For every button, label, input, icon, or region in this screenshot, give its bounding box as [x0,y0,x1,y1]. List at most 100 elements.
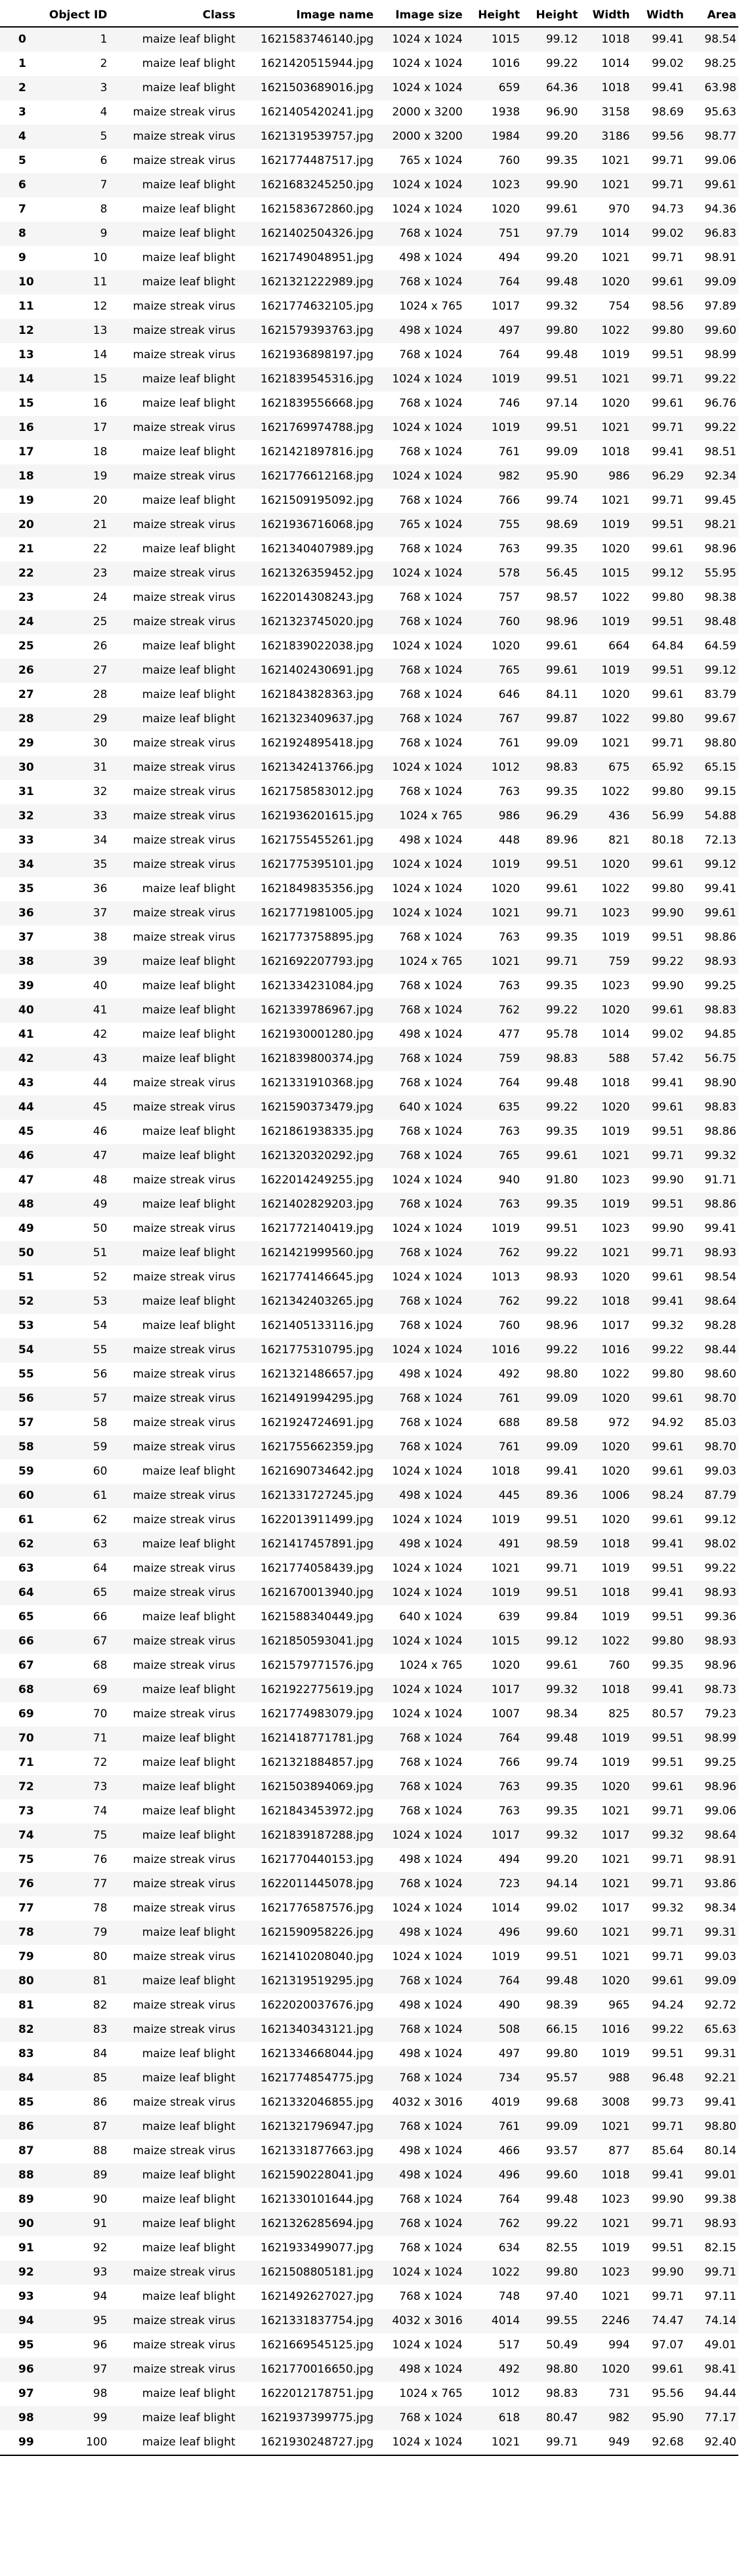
width-px-cell: 1014 [601,57,630,70]
image-size-cell: 768 x 1024 [399,2241,463,2255]
header-width-pct: Width [646,9,684,22]
height-pct-cell: 95.90 [545,470,578,483]
area-cell: 99.12 [704,858,736,871]
height-px-cell: 1007 [491,1707,520,1721]
image-size-cell: 768 x 1024 [399,397,463,410]
class-cell: maize leaf blight [142,2193,236,2206]
image-size-cell: 1024 x 1024 [392,203,463,216]
object-id-cell: 22 [93,542,108,556]
image-name-cell: 1621321796947.jpg [260,2120,374,2133]
area-cell: 99.61 [704,907,736,920]
object-id-cell: 62 [93,1513,108,1526]
row-index: 56 [18,1392,34,1405]
row-index: 41 [18,1028,34,1041]
image-size-cell: 4032 x 3016 [392,2314,463,2327]
row-index: 48 [18,1198,34,1211]
table-row: 65 66 maize leaf blight 1621588340449.jpg 64… [0,1605,738,1629]
image-name-cell: 1621330101644.jpg [260,2193,374,2206]
height-pct-cell: 99.02 [545,1902,578,1915]
width-px-cell: 1018 [601,445,630,459]
table-row: 19 20 maize leaf blight 1621509195092.jpg 76… [0,489,738,513]
image-name-cell: 1621342403265.jpg [260,1295,374,1308]
width-pct-cell: 99.61 [652,1441,684,1454]
width-pct-cell: 99.51 [652,1562,684,1575]
row-index: 19 [18,494,34,507]
area-cell: 98.70 [704,1392,736,1405]
height-pct-cell: 94.14 [545,1877,578,1891]
width-px-cell: 994 [608,2339,630,2352]
table-row: 24 25 maize streak virus 1621323745020.jpg 7… [0,610,738,634]
table-row: 47 48 maize streak virus 1622014249255.jpg 1… [0,1168,738,1193]
height-pct-cell: 99.61 [545,1149,578,1162]
height-pct-cell: 99.51 [545,1222,578,1235]
row-index: 54 [18,1343,34,1357]
table-row: 56 57 maize streak virus 1621491994295.jpg 7… [0,1387,738,1411]
width-px-cell: 1018 [601,1076,630,1090]
width-px-cell: 1021 [601,2217,630,2230]
class-cell: maize streak virus [133,809,236,823]
height-pct-cell: 99.35 [545,1780,578,1793]
object-id-cell: 8 [100,203,108,216]
height-px-cell: 1018 [491,1465,520,1478]
width-pct-cell: 65.92 [652,761,684,774]
image-name-cell: 1622011445078.jpg [260,1877,374,1891]
height-px-cell: 761 [498,737,520,750]
height-pct-cell: 99.61 [545,664,578,677]
class-cell: maize leaf blight [142,1465,236,1478]
height-pct-cell: 99.51 [545,1513,578,1526]
width-pct-cell: 99.41 [652,1076,684,1090]
image-name-cell: 1621770016650.jpg [260,2363,374,2376]
table-row: 29 30 maize streak virus 1621924895418.jpg 7… [0,731,738,756]
width-pct-cell: 99.51 [652,2047,684,2060]
height-pct-cell: 99.74 [545,494,578,507]
width-px-cell: 1021 [601,1246,630,1259]
class-cell: maize leaf blight [142,1052,236,1065]
image-size-cell: 768 x 1024 [399,445,463,459]
image-name-cell: 1621421897816.jpg [260,445,374,459]
row-index: 40 [18,1004,34,1017]
height-pct-cell: 98.34 [545,1707,578,1721]
object-id-cell: 60 [93,1465,108,1478]
area-cell: 99.31 [704,2047,736,2060]
image-name-cell: 1621321486657.jpg [260,1368,374,1381]
height-pct-cell: 99.22 [545,57,578,70]
class-cell: maize leaf blight [142,1974,236,1988]
width-px-cell: 1014 [601,1028,630,1041]
image-size-cell: 498 x 1024 [399,1999,463,2012]
row-index: 49 [18,1222,34,1235]
image-size-cell: 768 x 1024 [399,1246,463,1259]
height-px-cell: 1012 [491,2387,520,2400]
row-index: 70 [18,1732,34,1745]
height-px-cell: 1017 [491,1829,520,1842]
area-cell: 55.95 [704,567,736,580]
height-px-cell: 764 [498,1076,520,1090]
area-cell: 98.93 [704,955,736,968]
table-body: 0 1 maize leaf blight 1621583746140.jpg 1024… [0,27,738,2455]
class-cell: maize leaf blight [142,397,236,410]
width-px-cell: 1019 [601,664,630,677]
height-pct-cell: 95.57 [545,2072,578,2085]
area-cell: 82.15 [704,2241,736,2255]
height-pct-cell: 99.20 [545,1853,578,1866]
row-index: 55 [18,1368,34,1381]
object-id-cell: 30 [93,737,108,750]
object-id-cell: 36 [93,882,108,895]
area-cell: 98.96 [704,542,736,556]
image-name-cell: 1621839545316.jpg [260,373,374,386]
height-pct-cell: 99.68 [545,2096,578,2109]
area-cell: 85.03 [704,1416,736,1429]
class-cell: maize streak virus [133,2096,236,2109]
image-name-cell: 1621933499077.jpg [260,2241,374,2255]
width-px-cell: 1021 [601,737,630,750]
width-pct-cell: 99.56 [652,130,684,143]
area-cell: 99.41 [704,882,736,895]
image-name-cell: 1621774487517.jpg [260,154,374,167]
class-cell: maize streak virus [133,858,236,871]
object-id-cell: 95 [93,2314,108,2327]
width-pct-cell: 99.71 [652,1805,684,1818]
image-size-cell: 765 x 1024 [399,154,463,167]
image-name-cell: 1621321884857.jpg [260,1756,374,1769]
table-row: 99 100 maize leaf blight 1621930248727.jpg 1… [0,2430,738,2455]
height-pct-cell: 99.48 [545,2193,578,2206]
height-px-cell: 762 [498,2217,520,2230]
